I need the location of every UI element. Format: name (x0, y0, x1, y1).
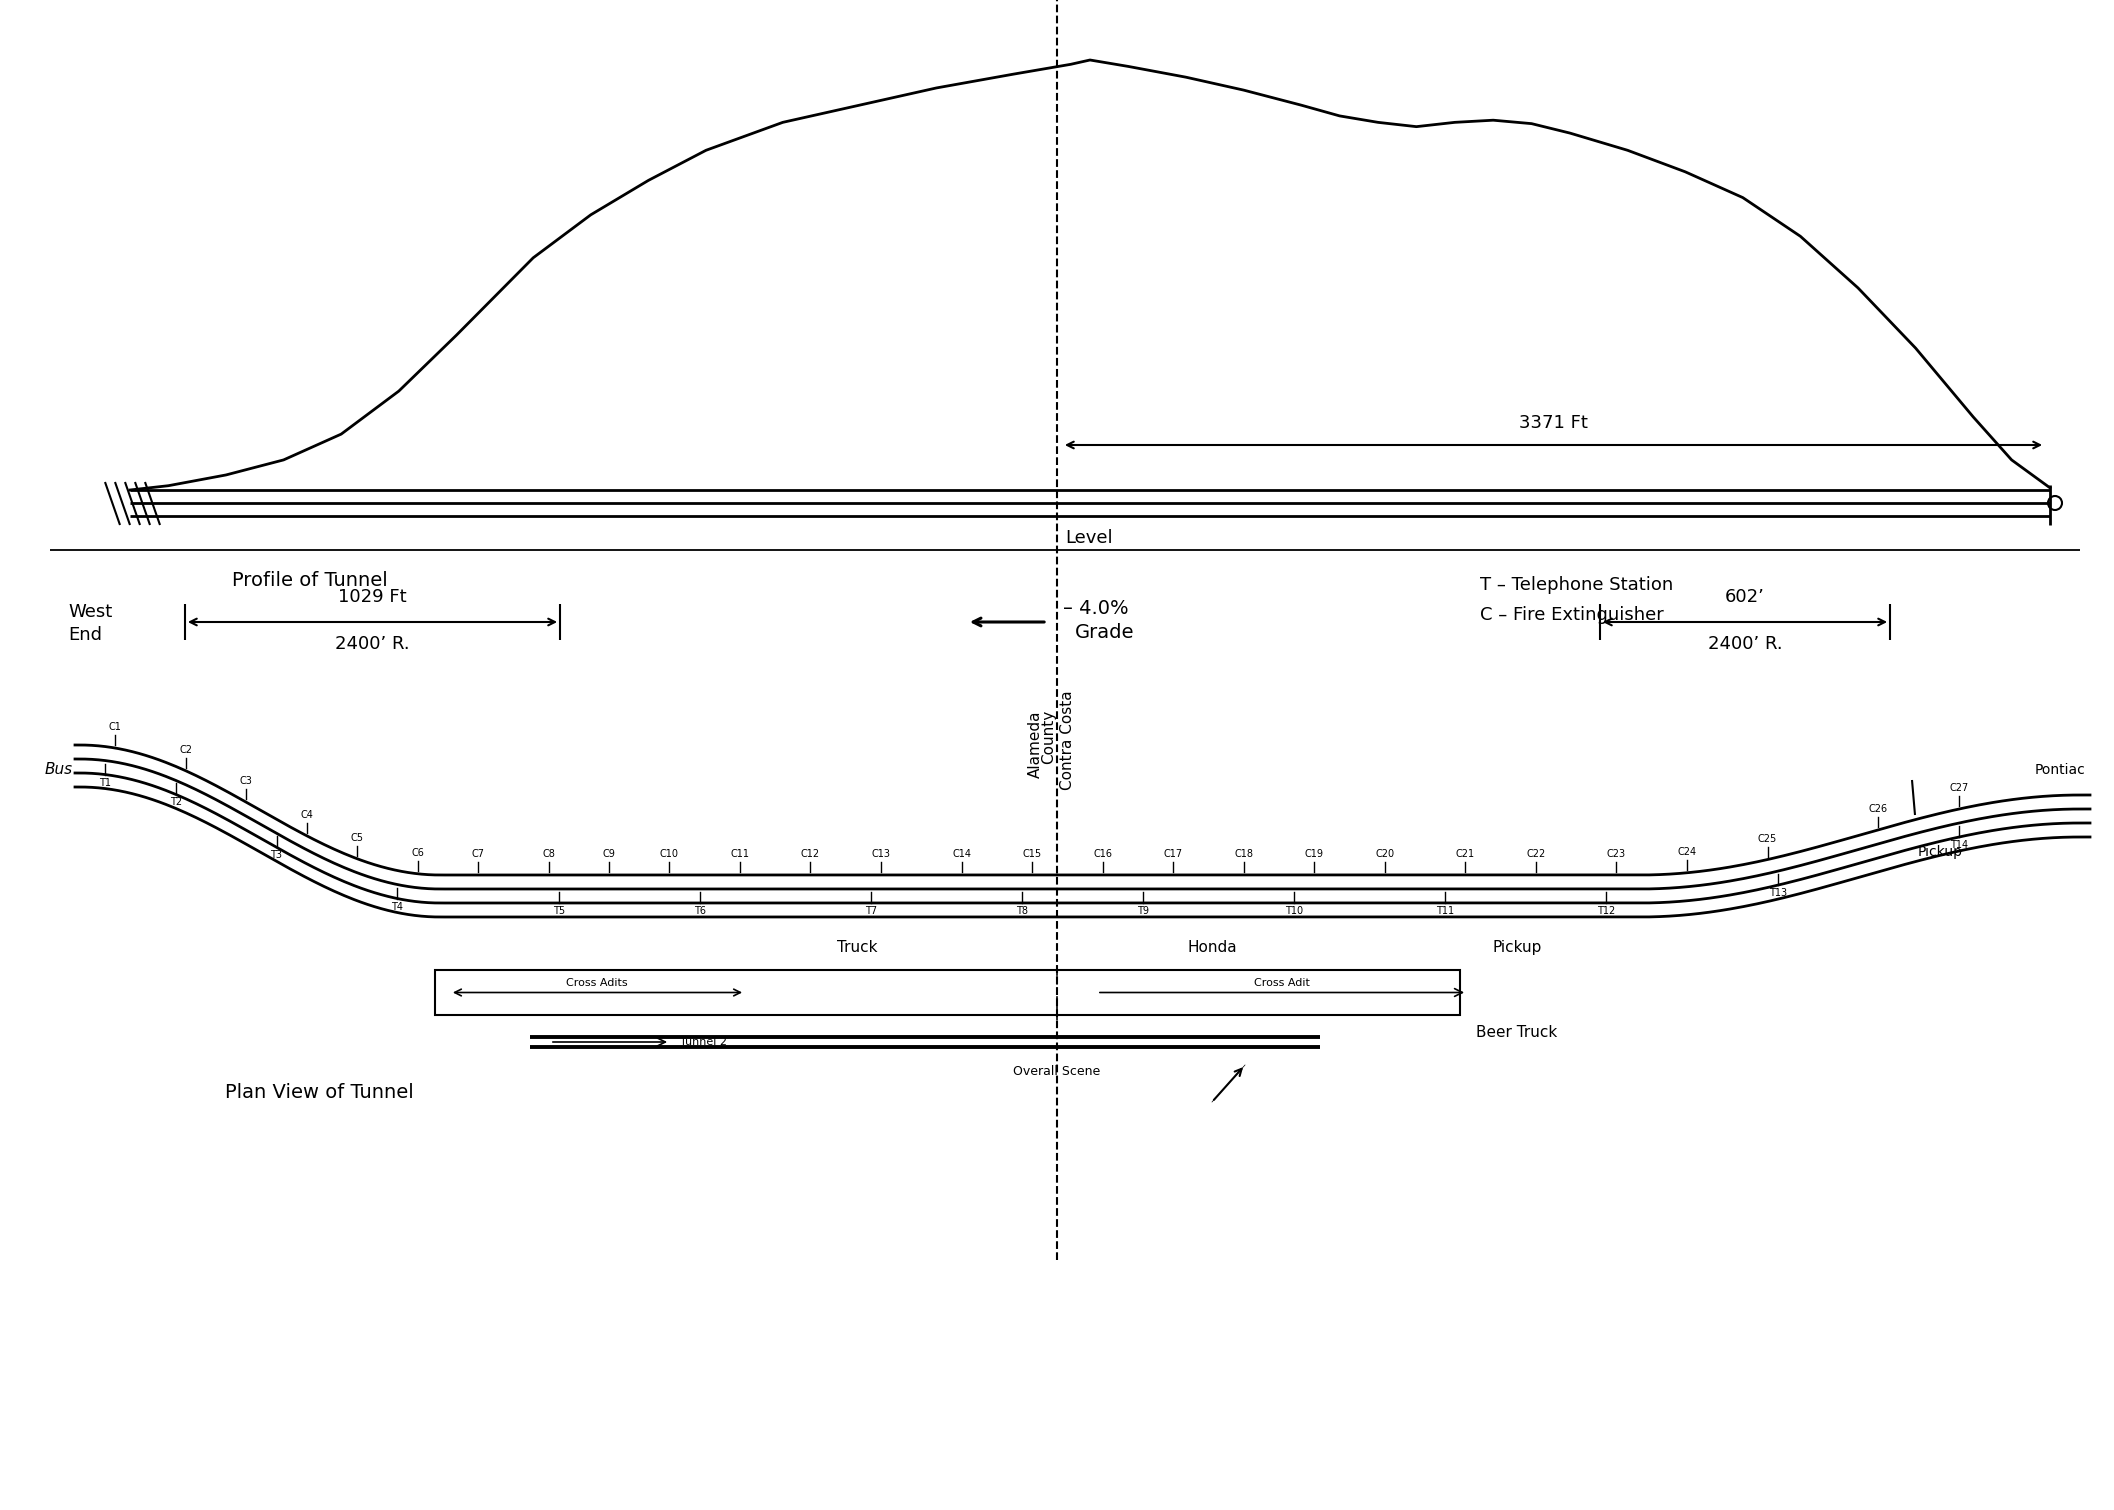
Text: T10: T10 (1285, 906, 1302, 917)
Text: T1: T1 (99, 778, 112, 788)
Text: C13: C13 (871, 849, 890, 859)
Text: T14: T14 (1949, 840, 1968, 850)
Text: T13: T13 (1769, 888, 1786, 898)
Text: C26: C26 (1869, 803, 1888, 814)
Text: C18: C18 (1235, 849, 1254, 859)
Text: C21: C21 (1457, 849, 1476, 859)
Text: C27: C27 (1949, 784, 1968, 793)
Text: County: County (1042, 710, 1057, 764)
Text: 2400’ R.: 2400’ R. (1708, 636, 1782, 652)
Text: Pontiac: Pontiac (2034, 764, 2084, 778)
Text: Cross Adits: Cross Adits (567, 977, 628, 988)
Text: C4: C4 (300, 809, 313, 820)
Text: C1: C1 (108, 722, 123, 732)
Text: Level: Level (1065, 528, 1112, 547)
Text: C6: C6 (410, 847, 425, 858)
Text: T8: T8 (1017, 906, 1027, 917)
Text: 3371 Ft: 3371 Ft (1518, 414, 1588, 432)
Text: T6: T6 (693, 906, 706, 917)
Text: End: End (68, 627, 101, 643)
Bar (435, 969, 1461, 1015)
Text: C10: C10 (660, 849, 679, 859)
Text: C12: C12 (801, 849, 820, 859)
Text: C25: C25 (1759, 834, 1778, 844)
Text: C7: C7 (471, 849, 484, 859)
Text: C19: C19 (1304, 849, 1323, 859)
Text: Overall Scene: Overall Scene (1013, 1065, 1101, 1078)
Text: Honda: Honda (1188, 941, 1237, 954)
Text: C9: C9 (602, 849, 615, 859)
Text: 602’: 602’ (1725, 587, 1765, 606)
Text: T – Telephone Station: T – Telephone Station (1480, 575, 1674, 593)
Text: C17: C17 (1163, 849, 1182, 859)
Text: West: West (68, 602, 112, 621)
Text: C15: C15 (1023, 849, 1042, 859)
Text: Beer Truck: Beer Truck (1476, 1025, 1558, 1040)
Text: Pickup: Pickup (1492, 941, 1541, 954)
Text: 1029 Ft: 1029 Ft (338, 587, 406, 606)
Text: Alameda: Alameda (1027, 710, 1042, 778)
Text: C11: C11 (731, 849, 750, 859)
Text: C2: C2 (180, 744, 192, 755)
Text: C3: C3 (239, 776, 254, 787)
Text: Tunnel 2: Tunnel 2 (681, 1037, 727, 1046)
Text: T12: T12 (1598, 906, 1615, 917)
Text: C22: C22 (1526, 849, 1545, 859)
Text: Contra Costa: Contra Costa (1059, 690, 1074, 790)
Text: – 4.0%: – 4.0% (1063, 598, 1129, 618)
Text: T2: T2 (169, 797, 182, 808)
Text: T7: T7 (865, 906, 877, 917)
Text: C5: C5 (351, 832, 364, 843)
Text: Pickup: Pickup (1917, 846, 1962, 859)
Text: Truck: Truck (837, 941, 877, 954)
Text: T5: T5 (552, 906, 564, 917)
Text: C8: C8 (541, 849, 556, 859)
Text: C20: C20 (1376, 849, 1395, 859)
Text: T9: T9 (1137, 906, 1148, 917)
Text: C – Fire Extinguisher: C – Fire Extinguisher (1480, 606, 1664, 624)
Text: C16: C16 (1093, 849, 1112, 859)
Text: C14: C14 (951, 849, 970, 859)
Text: T3: T3 (271, 850, 283, 861)
Text: Bus: Bus (44, 763, 74, 778)
Text: C24: C24 (1676, 847, 1698, 856)
Text: Plan View of Tunnel: Plan View of Tunnel (224, 1083, 414, 1101)
Text: Profile of Tunnel: Profile of Tunnel (233, 571, 387, 589)
Text: 2400’ R.: 2400’ R. (334, 636, 410, 652)
Text: Cross Adit: Cross Adit (1254, 977, 1311, 988)
Text: T4: T4 (391, 901, 404, 912)
Text: Grade: Grade (1076, 622, 1135, 642)
Text: T11: T11 (1435, 906, 1454, 917)
Text: C23: C23 (1607, 849, 1626, 859)
